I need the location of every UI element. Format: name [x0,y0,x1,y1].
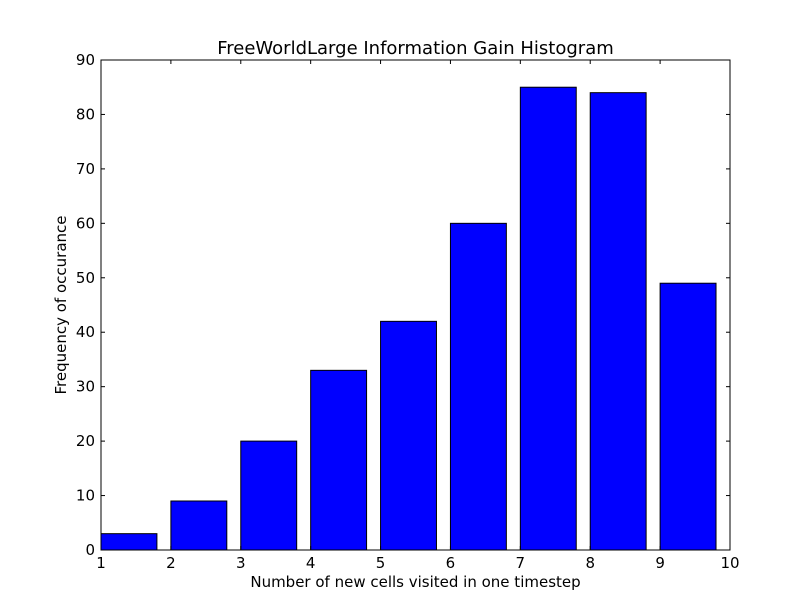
chart-title: FreeWorldLarge Information Gain Histogra… [217,38,614,59]
y-axis-label: Frequency of occurance [52,215,70,394]
bar-4 [310,369,368,551]
ticks-group: 1 2 3 4 5 6 7 8 9 10 0 10 20 30 40 50 60 70 80 90 [76,51,740,572]
x-tick-label: 2 [166,554,176,572]
x-tick-label: 3 [236,554,246,572]
plot-frame [100,59,731,551]
x-tick-label: 9 [655,554,665,572]
bar-6 [449,222,507,551]
x-tick-label: 10 [720,554,739,572]
x-tick-label: 7 [516,554,526,572]
x-tick-label: 4 [306,554,316,572]
y-tick-label: 30 [76,378,95,396]
y-tick-label: 90 [76,51,95,69]
x-tick-label: 5 [376,554,386,572]
y-tick-label: 40 [76,323,95,341]
y-tick-label: 50 [76,269,95,287]
bar-9 [659,282,717,551]
x-tick-label: 6 [446,554,456,572]
y-tick-label: 80 [76,105,95,123]
bar-1 [100,533,158,551]
bar-5 [380,320,437,551]
x-tick-label: 1 [96,554,106,572]
y-tick-label: 70 [76,160,95,178]
y-tick-label: 10 [76,487,95,505]
bars-group [100,86,717,551]
bar-2 [170,500,228,551]
x-axis-label: Number of new cells visited in one times… [250,573,580,591]
bar-7 [519,86,577,551]
y-tick-label: 20 [76,432,95,450]
x-tick-label: 8 [585,554,595,572]
bar-8 [589,92,647,551]
y-tick-label: 60 [76,214,95,232]
y-tick-label: 0 [85,541,95,559]
bar-3 [240,440,298,551]
